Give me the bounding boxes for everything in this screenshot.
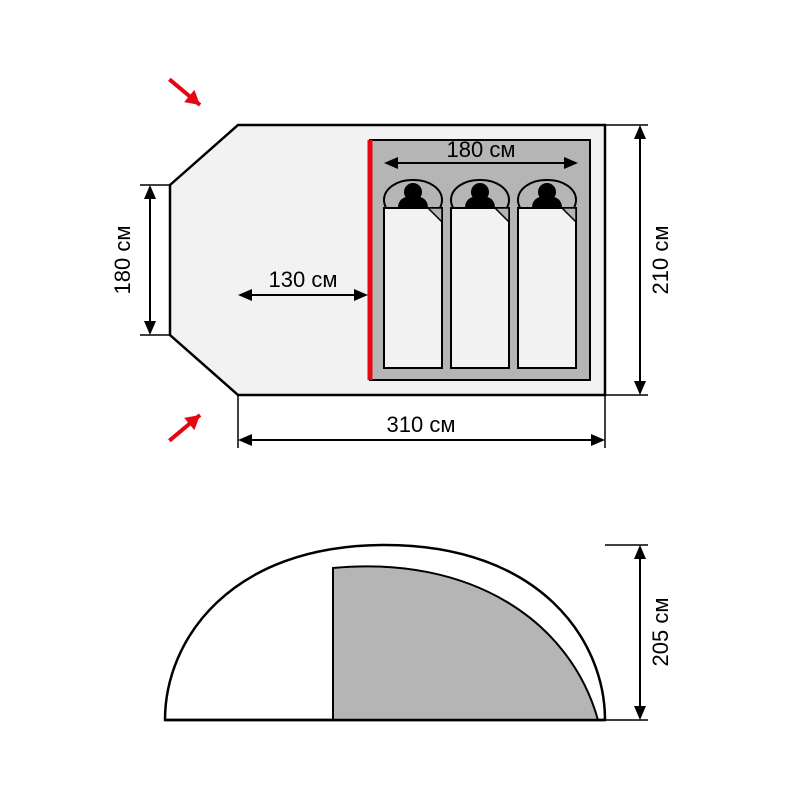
tent-diagram: 180 см 130 см 180 см 210 см bbox=[0, 0, 800, 800]
dim-total-length-label: 310 см bbox=[387, 412, 456, 437]
dim-left-height-label: 180 см bbox=[110, 226, 135, 295]
sleeping-bags bbox=[384, 180, 576, 368]
top-view: 180 см 130 см 180 см 210 см bbox=[110, 73, 673, 448]
entry-arrow-top bbox=[164, 73, 205, 111]
dim-total-length: 310 см bbox=[238, 395, 605, 448]
person-1 bbox=[384, 180, 442, 368]
dim-tent-height: 205 см bbox=[605, 545, 673, 720]
person-2 bbox=[451, 180, 509, 368]
entry-arrow-bottom bbox=[164, 409, 205, 447]
person-3 bbox=[518, 180, 576, 368]
dim-vestibule-label: 130 см bbox=[269, 267, 338, 292]
side-view: 205 см bbox=[165, 545, 673, 720]
dim-right-height-label: 210 см bbox=[648, 226, 673, 295]
dim-right-height: 210 см bbox=[605, 125, 673, 395]
dim-tent-height-label: 205 см bbox=[648, 598, 673, 667]
dim-left-height: 180 см bbox=[110, 185, 170, 335]
dim-inner-width-label: 180 см bbox=[447, 137, 516, 162]
